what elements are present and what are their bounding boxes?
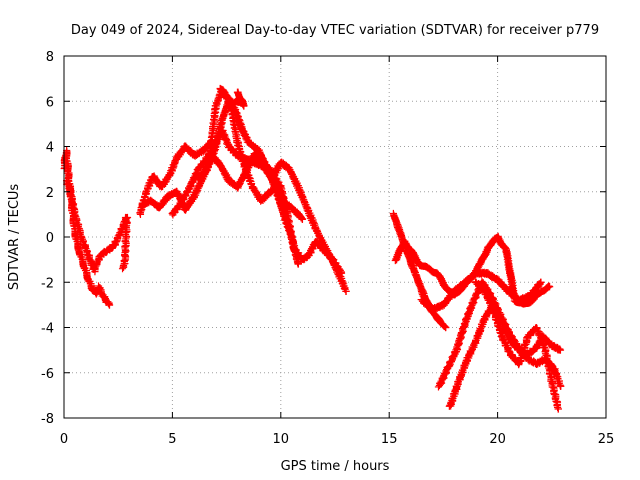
x-tick-label: 10 <box>273 432 290 447</box>
y-axis-label: SDTVAR / TECUs <box>7 184 22 291</box>
data-point <box>337 269 346 277</box>
data-point <box>441 323 450 332</box>
series-arc-7 <box>216 84 248 110</box>
data-point <box>546 283 554 291</box>
x-tick-label: 5 <box>168 432 176 447</box>
x-tick-labels: 0 5 10 15 20 25 <box>60 432 614 447</box>
data-point <box>556 346 565 354</box>
x-tick-label: 0 <box>60 432 68 447</box>
data-point <box>233 88 242 96</box>
y-tick-label: 8 <box>46 50 54 65</box>
data-point <box>118 265 127 273</box>
chart-title: Day 049 of 2024, Sidereal Day-to-day VTE… <box>71 23 599 38</box>
x-tick-label: 25 <box>598 432 615 447</box>
y-tick-label: 4 <box>46 141 54 156</box>
data-point <box>554 405 562 413</box>
data-point <box>105 301 114 309</box>
data-point <box>540 343 548 351</box>
x-tick-label: 20 <box>489 432 506 447</box>
data-point <box>556 345 564 353</box>
series-arc-4 <box>138 149 350 296</box>
plot-frame <box>63 55 607 419</box>
y-tick-label: -6 <box>41 367 54 382</box>
y-tick-label: 6 <box>46 95 54 110</box>
data-points <box>60 84 565 413</box>
y-tick-labels: -8 -6 -4 -2 0 2 4 6 8 <box>41 50 54 427</box>
series-arc-13 <box>471 278 562 413</box>
data-point <box>112 238 120 246</box>
data-point <box>537 278 545 286</box>
data-point <box>294 260 302 268</box>
series-arc-2 <box>63 176 132 276</box>
data-point <box>545 282 553 290</box>
series-arc-11 <box>434 277 565 391</box>
data-point <box>342 287 350 295</box>
data-point <box>463 314 471 322</box>
y-tick-label: 2 <box>46 186 54 201</box>
y-tick-label: 0 <box>46 231 54 246</box>
x-tick-label: 15 <box>381 432 398 447</box>
data-point <box>71 212 79 220</box>
data-point <box>536 280 544 288</box>
x-axis-label: GPS time / hours <box>281 459 390 474</box>
series-arc-12 <box>445 301 565 410</box>
data-point <box>298 215 307 223</box>
series-arc-10 <box>417 268 545 314</box>
series-arc-6 <box>194 97 303 268</box>
y-tick-label: -4 <box>41 322 54 337</box>
data-point <box>556 382 565 390</box>
y-tick-label: -2 <box>41 276 54 291</box>
y-tick-label: -8 <box>41 412 54 427</box>
